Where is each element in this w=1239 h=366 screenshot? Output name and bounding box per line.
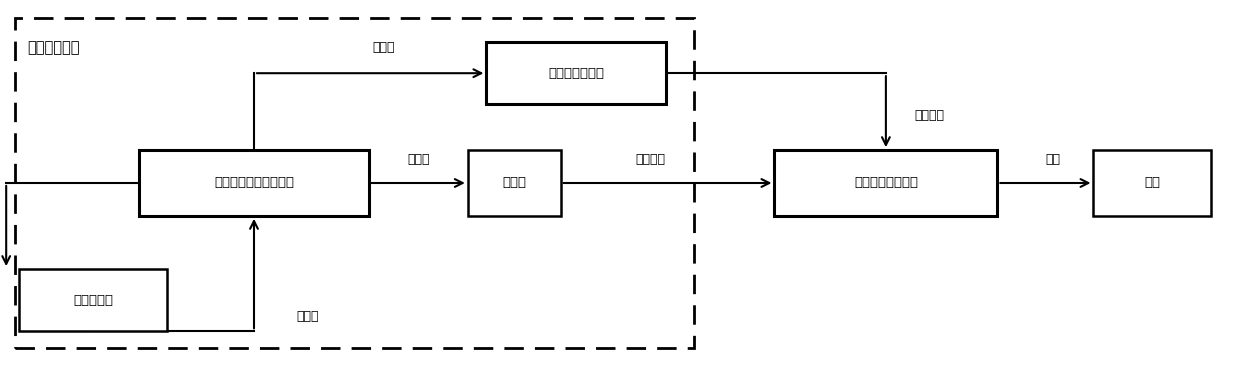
- Text: 综合测试控制系统: 综合测试控制系统: [854, 176, 918, 190]
- Text: 位移值: 位移值: [373, 41, 395, 54]
- Text: 光纤位移传感器: 光纤位移传感器: [548, 67, 605, 80]
- Bar: [139, 150, 368, 216]
- Text: 数据: 数据: [1046, 153, 1061, 166]
- Bar: [19, 269, 167, 331]
- Text: 高低温试验箱: 高低温试验箱: [27, 40, 79, 55]
- Text: 位移信号: 位移信号: [914, 109, 944, 122]
- Bar: [486, 42, 667, 104]
- Text: 叠堆式压电陶瓷作动器: 叠堆式压电陶瓷作动器: [214, 176, 294, 190]
- Text: 电脑: 电脑: [1145, 176, 1160, 190]
- Text: 应变片: 应变片: [502, 176, 527, 190]
- Text: 应变值: 应变值: [408, 153, 430, 166]
- Bar: [15, 18, 694, 348]
- Text: 应变信号: 应变信号: [636, 153, 665, 166]
- Bar: [774, 150, 997, 216]
- Text: 压力传感器: 压力传感器: [73, 294, 113, 307]
- Bar: [1093, 150, 1211, 216]
- Bar: [468, 150, 560, 216]
- Text: 预紧力: 预紧力: [296, 310, 318, 323]
